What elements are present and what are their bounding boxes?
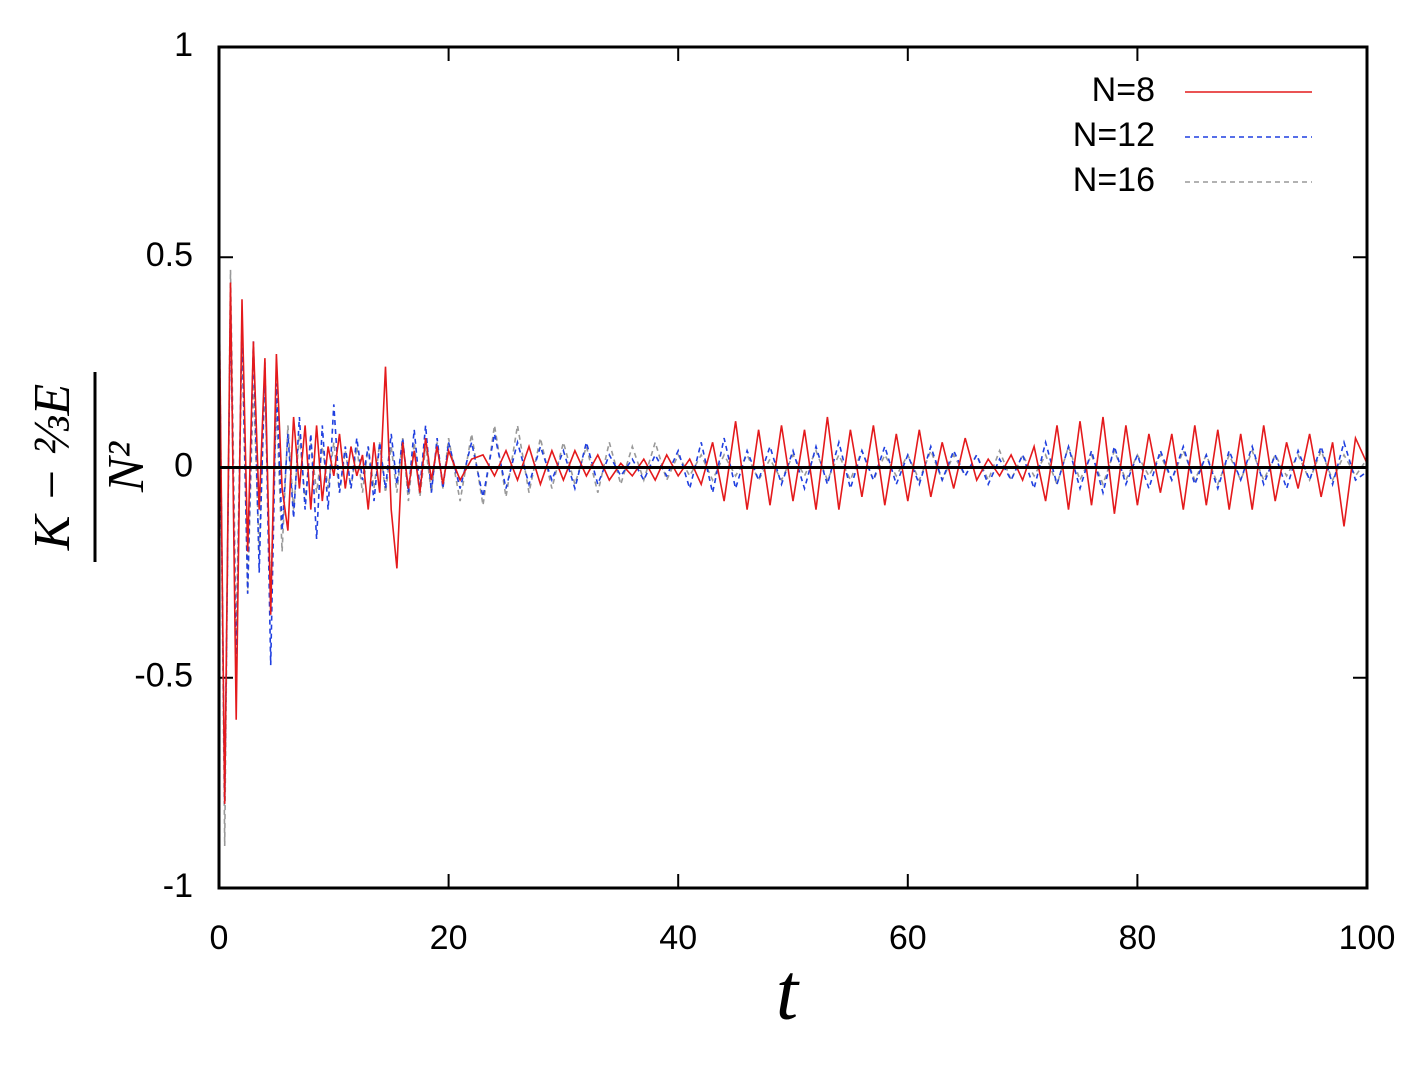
- y-tick-label: -1: [163, 867, 193, 905]
- y-tick-label: -0.5: [134, 657, 193, 695]
- y-tick-label: 0.5: [146, 236, 193, 274]
- series-line: [218, 278, 1368, 804]
- y-label-numerator: K − ⅔E: [24, 384, 81, 552]
- x-tick-label: 80: [1118, 919, 1156, 957]
- series-line: [218, 299, 1368, 804]
- x-tick-label: 0: [210, 919, 229, 957]
- plot-frame: [217, 45, 1369, 890]
- x-axis-label: t: [776, 948, 800, 1036]
- series-line: [218, 269, 1368, 847]
- x-tick-label: 20: [430, 919, 468, 957]
- y-tick-label: 0: [174, 446, 193, 484]
- legend-label: N=16: [1073, 161, 1155, 199]
- y-axis-label: K − ⅔E N²: [24, 372, 155, 562]
- y-label-denominator: N²: [98, 440, 155, 493]
- x-tick-label: 60: [889, 919, 927, 957]
- x-tick-label: 40: [659, 919, 697, 957]
- legend-label: N=8: [1092, 71, 1155, 109]
- x-tick-label: 100: [1339, 919, 1396, 957]
- legend-label: N=12: [1073, 116, 1155, 154]
- y-tick-label: 1: [174, 26, 193, 64]
